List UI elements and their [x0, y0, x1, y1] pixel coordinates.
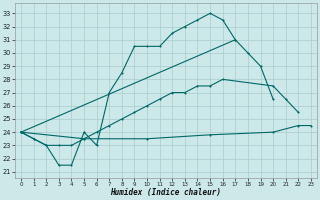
X-axis label: Humidex (Indice chaleur): Humidex (Indice chaleur) [110, 188, 221, 197]
